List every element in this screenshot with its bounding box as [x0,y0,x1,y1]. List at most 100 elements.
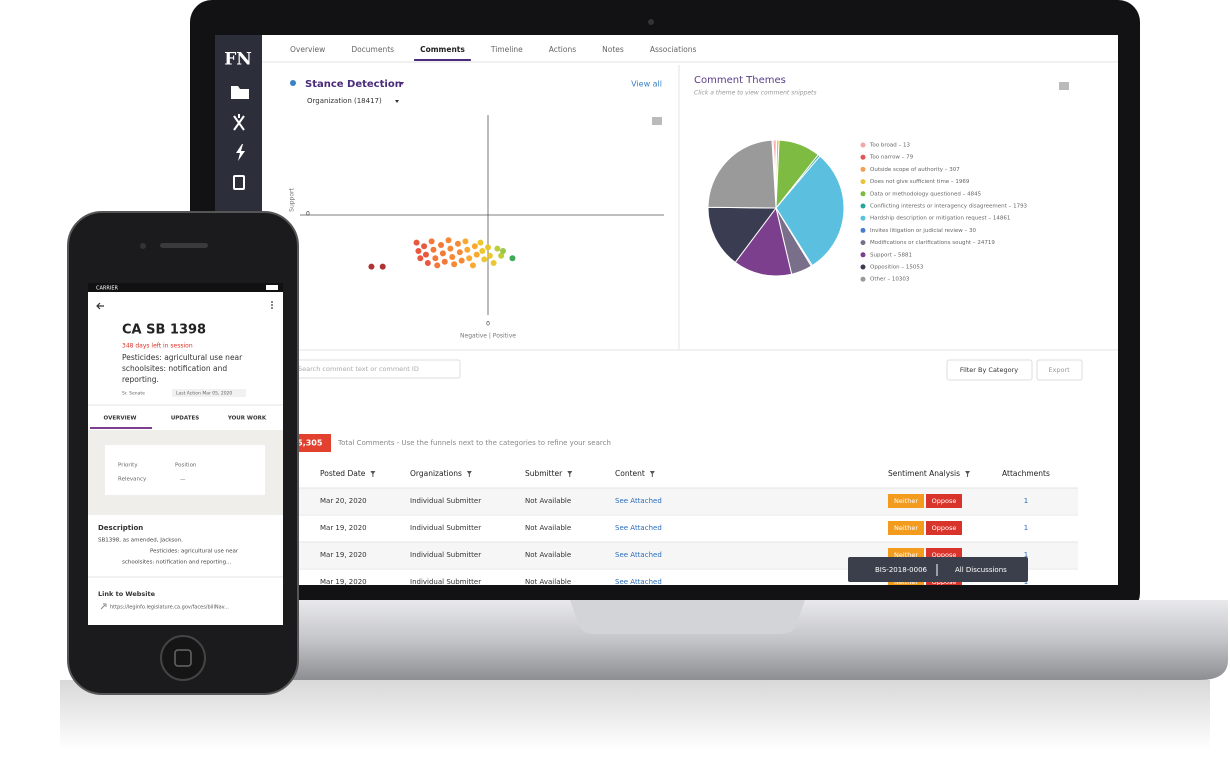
stance-point [473,251,480,258]
filter-funnel[interactable] [965,471,971,477]
nav-tab[interactable]: Actions [549,45,576,54]
stance-point [485,244,491,251]
stance-point [415,248,422,254]
view-all[interactable]: View all [631,80,662,89]
tag-oppose [926,521,962,535]
cell-link[interactable]: See Attached [615,578,662,586]
total-count: 25,305 [292,439,323,448]
icon-tools[interactable] [233,114,245,131]
stance-title[interactable]: Stance Detection [305,79,402,90]
phone-speaker [160,243,208,248]
nav-tab[interactable]: Notes [602,45,624,54]
tag-label: Neither [894,497,918,505]
filter-funnel[interactable] [567,471,573,477]
menu-icon[interactable] [652,117,662,125]
stance-point [424,260,431,266]
legend-label[interactable]: Conflicting interests or interagency dis… [870,204,1028,210]
column-header: Sentiment Analysis [888,469,960,478]
stance-point [494,245,501,252]
legend-label[interactable]: Too narrow – 79 [869,155,914,161]
pie-slice[interactable] [775,155,845,267]
caret[interactable] [400,82,404,85]
cell: Individual Submitter [410,497,481,505]
nav-tab[interactable]: Documents [351,45,394,54]
stance-point [479,248,486,254]
legend-label[interactable]: Other – 10303 [870,277,910,283]
nav-tab[interactable]: Timeline [490,45,523,54]
all-discussions[interactable]: All Discussions [955,566,1007,574]
column-header: Posted Date [320,469,366,478]
tag-label: Oppose [932,497,957,505]
legend-label[interactable]: Hardship description or mitigation reque… [870,216,1010,222]
filter-button[interactable] [946,359,1033,381]
legend-label[interactable]: Does not give sufficient time – 1969 [870,179,970,185]
cell-link[interactable]: See Attached [615,497,662,505]
nav-tab[interactable]: Comments [420,45,465,54]
nav-tab[interactable]: Overview [290,45,325,54]
filter-funnel[interactable] [466,471,472,477]
days-left: 348 days left in session [122,343,193,350]
back-arrow[interactable] [96,302,104,310]
legend-label[interactable]: Data or methodology questioned – 4845 [870,191,982,197]
link-url[interactable]: https://leginfo.legislature.ca.gov/faces… [110,605,229,611]
caret[interactable] [395,100,399,103]
legend-label[interactable]: Outside scope of authority – 307 [870,167,960,173]
legend-label[interactable]: Support – 5881 [870,252,912,258]
camera [648,19,654,25]
icon-bolt[interactable] [236,144,245,161]
icon-doc[interactable] [233,175,245,190]
tab-underline [90,427,152,429]
pie-slice[interactable] [734,206,793,277]
bill-summary: schoolsites: notification and [122,364,227,373]
description-heading: Description [98,524,143,532]
pie-slice[interactable] [707,139,777,209]
cell-link[interactable]: See Attached [615,524,662,532]
battery [266,285,278,290]
legend-label[interactable]: Modifications or clarifications sought –… [870,240,995,246]
phone-tab[interactable]: YOUR WORK [227,416,267,422]
footer-bar [848,557,1028,582]
overview-card [105,445,265,495]
legend-swatch [860,154,866,160]
home-button[interactable] [160,635,206,681]
stance-point [466,255,473,262]
stance-point [481,256,488,263]
docket-id[interactable]: BIS-2018-0006 [875,566,928,574]
attachments[interactable]: 1 [1024,497,1028,505]
legend-label[interactable]: Opposition – 15053 [870,265,924,271]
stance-filter[interactable]: Organization (18417) [307,97,382,105]
laptop-screen: FN Overview Documents Comments Timeline Acti… [215,35,1118,586]
legend-swatch [860,203,866,209]
stance-point [421,243,428,250]
cell-link[interactable]: See Attached [615,551,662,559]
stance-point [451,261,458,268]
phone-camera [140,243,146,249]
legend-label[interactable]: Too broad – 13 [869,143,911,149]
pie-slice[interactable] [707,206,777,264]
stance-point [438,242,444,248]
bill-summary: reporting. [122,375,159,384]
stance-point [449,254,456,260]
link-icon [100,603,107,610]
tag-neither [888,521,924,535]
phone-tab[interactable]: OVERVIEW [104,416,137,422]
column-header: Submitter [525,469,563,478]
stance-point [464,246,471,253]
cell: Not Available [525,578,571,586]
icon-folder[interactable] [231,86,249,99]
nav-tab[interactable]: Associations [650,45,697,54]
attachments[interactable]: 1 [1024,551,1028,559]
tag-oppose [926,494,962,508]
stance-point [439,250,446,257]
phone-tab[interactable]: UPDATES [171,416,199,422]
legend-label[interactable]: Invites litigation or judicial review – … [870,228,976,234]
stance-point [430,246,437,253]
menu-icon[interactable] [1059,82,1069,90]
export-button[interactable] [1036,359,1083,381]
attachments[interactable]: 1 [1024,524,1028,532]
stance-point [462,238,469,245]
filter-funnel[interactable] [370,471,376,477]
x-label: Negative | Positive [460,333,516,340]
filter-funnel[interactable] [649,471,655,477]
